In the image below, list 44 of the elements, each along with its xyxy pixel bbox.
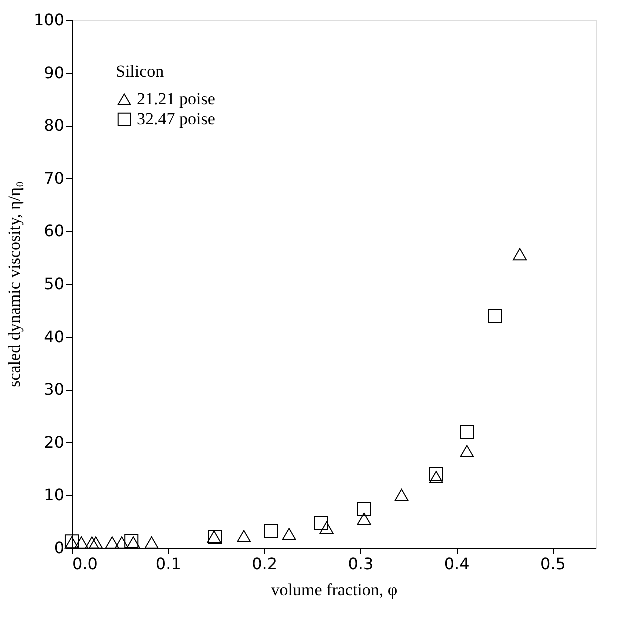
y-tick-label: 30 [44, 380, 64, 400]
y-tick-label: 40 [44, 327, 64, 346]
y-tick-label: 70 [44, 168, 64, 188]
y-tick-label: 10 [44, 486, 64, 505]
point [314, 516, 328, 530]
point [460, 425, 474, 440]
point [320, 522, 334, 534]
y-tick-label: 0 [54, 538, 64, 558]
x-tick-label: 0.1 [156, 554, 182, 574]
point [429, 467, 444, 482]
y-tick-label: 20 [44, 432, 64, 452]
x-tick-label: 0.0 [72, 554, 98, 574]
x-tick-label: 0.4 [444, 554, 470, 574]
legend-title: Silicon [116, 62, 165, 81]
point [282, 528, 296, 540]
point [357, 512, 372, 526]
point [264, 524, 278, 538]
point [105, 536, 120, 549]
point [237, 530, 252, 543]
point [124, 534, 139, 548]
point [488, 309, 502, 324]
point [85, 536, 100, 549]
point [513, 248, 528, 261]
point [74, 536, 89, 549]
y-tick-label: 100 [34, 10, 64, 30]
point [126, 536, 141, 549]
point [89, 536, 104, 549]
point [429, 471, 444, 484]
point [357, 502, 372, 516]
x-axis-title: volume fraction, φ [271, 580, 398, 600]
x-tick-label: 0.3 [348, 554, 374, 574]
y-tick-label: 80 [44, 116, 64, 136]
y-tick-label: 50 [44, 274, 64, 294]
point [460, 445, 474, 458]
y-tick-label: 60 [44, 222, 64, 241]
point [144, 536, 159, 549]
point [114, 536, 130, 549]
y-axis-title: scaled dynamic viscosity, η/η₀ [4, 182, 24, 388]
legend-label: 32.47 poise [137, 110, 216, 128]
y-tick-label: 90 [44, 63, 64, 82]
x-tick-label: 0.5 [540, 554, 566, 574]
point [394, 489, 409, 502]
legend-label: 21.21 poise [137, 90, 216, 108]
x-tick-label: 0.2 [252, 554, 278, 574]
